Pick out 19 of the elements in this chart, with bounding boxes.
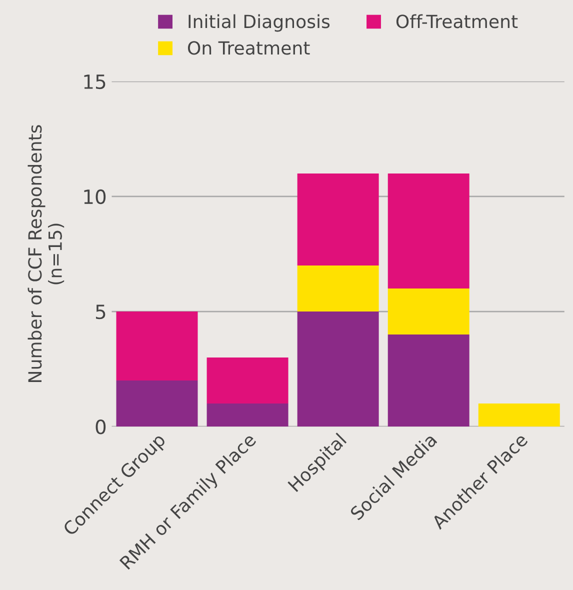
- bar: [206, 404, 288, 427]
- bar: [206, 358, 288, 404]
- y-tick-label: 5: [96, 304, 106, 320]
- bar: [388, 173, 470, 289]
- bar: [297, 266, 379, 312]
- bar: [116, 380, 198, 427]
- bar: [478, 404, 560, 427]
- bar: [116, 312, 198, 381]
- bar: [388, 288, 470, 335]
- y-tick-label: 0: [96, 420, 106, 434]
- legend-label: Off-Treatment: [396, 14, 518, 28]
- bar: [388, 334, 470, 427]
- bar: [297, 312, 379, 427]
- y-axis-title: Number of CCF Respondents (n=15): [28, 125, 64, 382]
- legend-label: On Treatment: [188, 41, 310, 55]
- legend-label: Initial Diagnosis: [188, 14, 330, 32]
- y-tick-label: 10: [84, 189, 106, 204]
- bar: [297, 173, 379, 266]
- y-tick-label: 15: [84, 74, 106, 90]
